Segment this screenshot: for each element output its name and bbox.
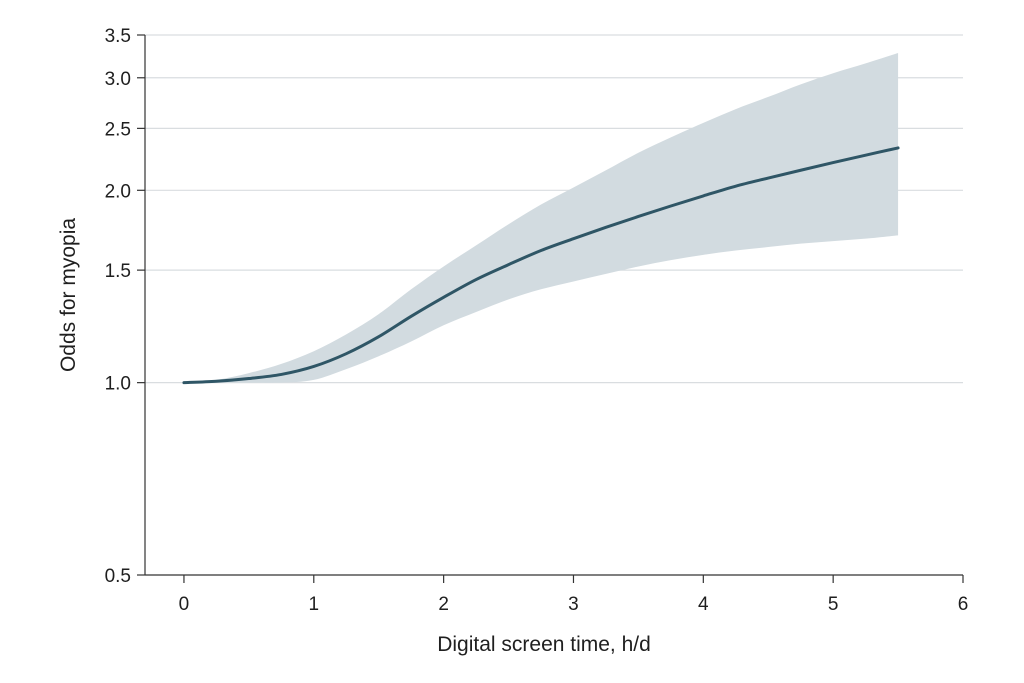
y-tick-label: 3.0 (105, 69, 131, 90)
y-tick-label: 1.0 (105, 374, 131, 395)
x-tick-label: 0 (179, 594, 190, 615)
confidence-band (183, 53, 899, 383)
x-tick-label: 1 (309, 594, 320, 615)
y-tick-label: 2.5 (105, 119, 131, 140)
x-tick-label: 3 (568, 594, 579, 615)
y-tick-label: 2.0 (105, 181, 131, 202)
tick-labels: 0.5 1.0 1.5 2.0 2.5 3.0 3.5 0 1 2 3 4 5 6 (105, 26, 969, 615)
x-tick-label: 2 (438, 594, 449, 615)
series-line-layer (182, 146, 900, 385)
gridlines (145, 34, 963, 384)
confidence-band-layer (183, 53, 899, 383)
x-axis-title: Digital screen time, h/d (437, 633, 651, 656)
y-tick-label: 0.5 (105, 566, 131, 587)
axes (137, 34, 964, 583)
y-tick-label: 3.5 (105, 26, 131, 47)
x-tick-label: 5 (828, 594, 839, 615)
x-tick-label: 4 (698, 594, 709, 615)
x-tick-label: 6 (958, 594, 969, 615)
y-axis-title: Odds for myopia (57, 218, 80, 372)
series-line (182, 146, 900, 385)
y-tick-label: 1.5 (105, 261, 131, 282)
